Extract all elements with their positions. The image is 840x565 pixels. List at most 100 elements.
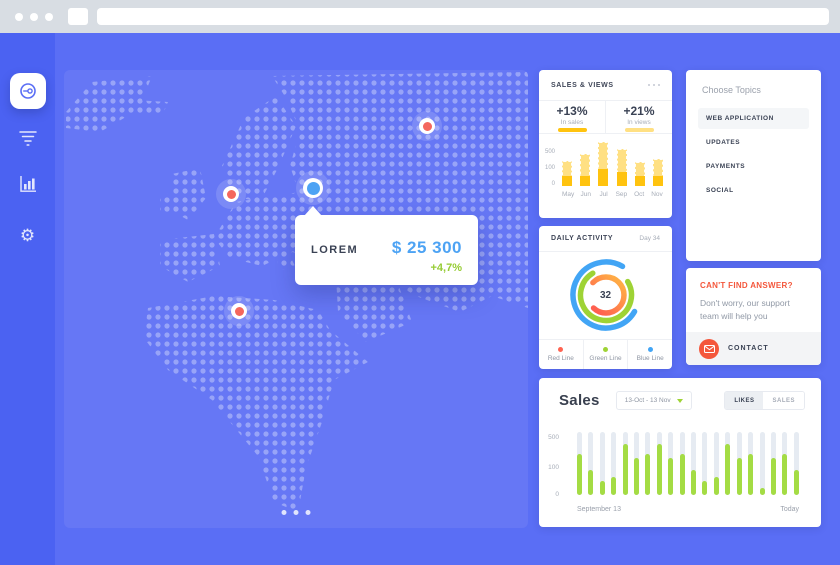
bar-fill	[770, 458, 776, 495]
bar	[679, 432, 685, 495]
red-map-marker[interactable]	[419, 118, 435, 134]
toggle-likes[interactable]: LIKES	[725, 392, 764, 409]
window-dot[interactable]	[30, 12, 38, 21]
bar	[577, 432, 582, 495]
bar	[634, 432, 640, 495]
topic-item[interactable]: WEB APPLICATION	[698, 108, 809, 129]
blue-map-marker[interactable]	[303, 178, 323, 198]
red-map-marker[interactable]	[231, 303, 247, 319]
stacked-bar	[580, 154, 591, 186]
x-tick-label: Jun	[580, 191, 592, 198]
bar-fill	[622, 444, 628, 495]
bar-fill	[588, 470, 594, 495]
bar	[748, 432, 754, 495]
bar-fill	[691, 470, 697, 495]
blue-line-arc	[569, 259, 642, 331]
y-tick-label: 100	[548, 464, 559, 471]
bar-fill	[725, 444, 731, 495]
sidebar: ⚙	[0, 33, 55, 565]
topics-panel: Choose Topics WEB APPLICATION UPDATES PAYM…	[686, 70, 821, 261]
bar	[599, 432, 605, 495]
bar	[656, 432, 662, 495]
bar	[645, 432, 651, 495]
x-axis-right-label: Today	[780, 506, 799, 513]
stacked-bar	[598, 142, 609, 186]
tooltip-change: +4,7%	[430, 262, 463, 274]
gear-icon: ⚙	[19, 225, 36, 246]
map-tooltip: LOREM $ 25 300 +4,7%	[295, 206, 478, 285]
legend-item[interactable]: Green Line	[582, 340, 628, 369]
donut-center-value: 32	[599, 289, 612, 301]
x-tick-label: May	[562, 191, 575, 198]
bar	[725, 432, 731, 495]
map-pagination-dots[interactable]	[281, 510, 311, 515]
sidebar-item-statistics[interactable]	[0, 174, 55, 198]
x-tick-label: Sep	[615, 191, 628, 198]
legend-dot-icon	[558, 347, 564, 352]
panel-title: DAILY ACTIVITY	[551, 235, 614, 242]
legend-item[interactable]: Blue Line	[627, 340, 672, 369]
bar-track	[793, 432, 799, 495]
legend-label: Green Line	[589, 355, 622, 362]
bar-fill	[736, 458, 742, 495]
bar	[691, 432, 697, 495]
bar	[759, 432, 765, 495]
bar-track	[702, 432, 708, 495]
stat-underline	[557, 128, 587, 132]
views-segment	[562, 161, 572, 176]
support-title: CAN'T FIND ANSWER?	[700, 281, 793, 290]
contact-button[interactable]: CONTACT	[686, 332, 821, 365]
sales-title: Sales	[559, 392, 600, 409]
red-map-marker[interactable]	[223, 186, 239, 202]
chevron-down-icon	[676, 398, 683, 403]
sales-history-chart: 0 100 500 September 13 Today	[539, 426, 821, 526]
url-bar[interactable]	[97, 8, 829, 25]
panel-title: SALES & VIEWS	[551, 81, 614, 89]
browser-tab[interactable]	[68, 8, 88, 25]
sidebar-item-dashboard[interactable]	[0, 71, 55, 111]
red-line-arc	[584, 274, 627, 316]
bar-fill	[793, 470, 799, 495]
sales-segment	[598, 169, 609, 186]
topic-item[interactable]: SOCIAL	[706, 187, 734, 194]
bar-fill	[668, 458, 674, 495]
window-dot[interactable]	[45, 12, 53, 21]
bar	[713, 432, 719, 495]
topic-item[interactable]: UPDATES	[706, 139, 741, 146]
window-controls[interactable]	[15, 12, 53, 21]
day-counter: Day 34	[639, 235, 660, 242]
bar-track	[713, 432, 719, 495]
stat-value: +13%	[556, 104, 588, 118]
bar-fill	[679, 454, 685, 495]
stacked-bar	[562, 161, 572, 186]
date-range-selector[interactable]: 13-Oct - 13 Nov	[615, 391, 692, 410]
views-segment	[598, 142, 609, 169]
bar-track	[588, 432, 594, 495]
bar	[622, 432, 628, 495]
bar-fill	[702, 481, 708, 495]
y-tick-label: 0	[555, 491, 559, 498]
bar-fill	[645, 454, 651, 495]
likes-sales-toggle: LIKES SALES	[724, 391, 805, 410]
gauge-icon	[9, 73, 46, 109]
bar	[588, 432, 594, 495]
window-dot[interactable]	[15, 12, 23, 21]
legend-item[interactable]: Red Line	[539, 340, 583, 369]
green-line-arc	[577, 266, 634, 324]
toggle-sales[interactable]: SALES	[763, 392, 804, 409]
bar-fill	[611, 477, 617, 495]
y-tick-label: 500	[548, 434, 559, 441]
bar	[736, 432, 742, 495]
stacked-bar	[652, 159, 663, 186]
contact-label: CONTACT	[728, 345, 769, 352]
world-map[interactable]: LOREM $ 25 300 +4,7%	[64, 70, 528, 528]
topic-item[interactable]: PAYMENTS	[706, 163, 746, 170]
sidebar-item-settings[interactable]: ⚙	[0, 224, 55, 248]
ellipsis-icon[interactable]	[647, 83, 660, 87]
sidebar-item-filters[interactable]	[0, 128, 55, 152]
x-axis-left-label: September 13	[577, 506, 621, 513]
bar-fill	[748, 454, 754, 495]
stat-label: In sales	[560, 119, 584, 126]
bar-fill	[782, 454, 788, 495]
